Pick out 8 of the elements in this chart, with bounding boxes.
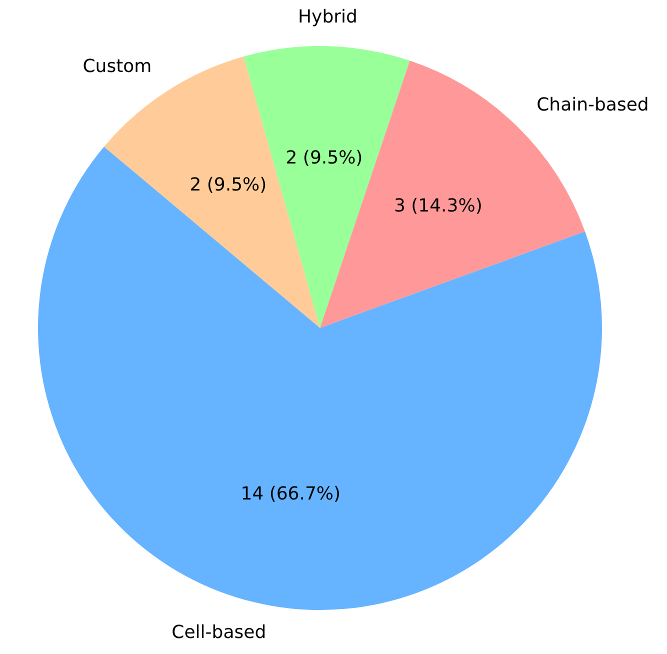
slice-label: Hybrid — [298, 6, 358, 28]
slice-label: Cell-based — [172, 622, 266, 644]
data-label: 2 (9.5%) — [286, 148, 363, 169]
data-label: 3 (14.3%) — [394, 196, 482, 217]
data-label: 14 (66.7%) — [240, 483, 341, 504]
slice-label: Chain-based — [536, 94, 649, 116]
slice-label: Custom — [82, 56, 152, 78]
data-label: 2 (9.5%) — [190, 174, 267, 196]
